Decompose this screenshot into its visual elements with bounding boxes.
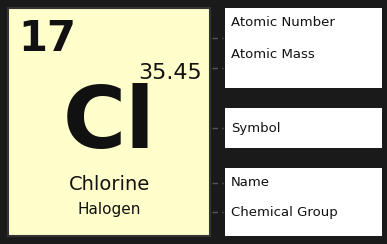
Text: Symbol: Symbol	[231, 122, 281, 135]
Text: Atomic Mass: Atomic Mass	[231, 48, 315, 61]
Text: Cl: Cl	[63, 83, 155, 166]
Text: Name: Name	[231, 176, 270, 189]
Text: 35.45: 35.45	[138, 63, 202, 83]
Bar	[225, 8, 382, 88]
Text: Halogen: Halogen	[77, 202, 141, 217]
Bar	[8, 8, 210, 236]
Text: Chemical Group: Chemical Group	[231, 206, 338, 219]
Text: Chlorine: Chlorine	[68, 175, 150, 194]
Bar	[225, 108, 382, 148]
Text: 17: 17	[18, 18, 76, 60]
Text: Atomic Number: Atomic Number	[231, 16, 335, 29]
Bar	[225, 168, 382, 236]
